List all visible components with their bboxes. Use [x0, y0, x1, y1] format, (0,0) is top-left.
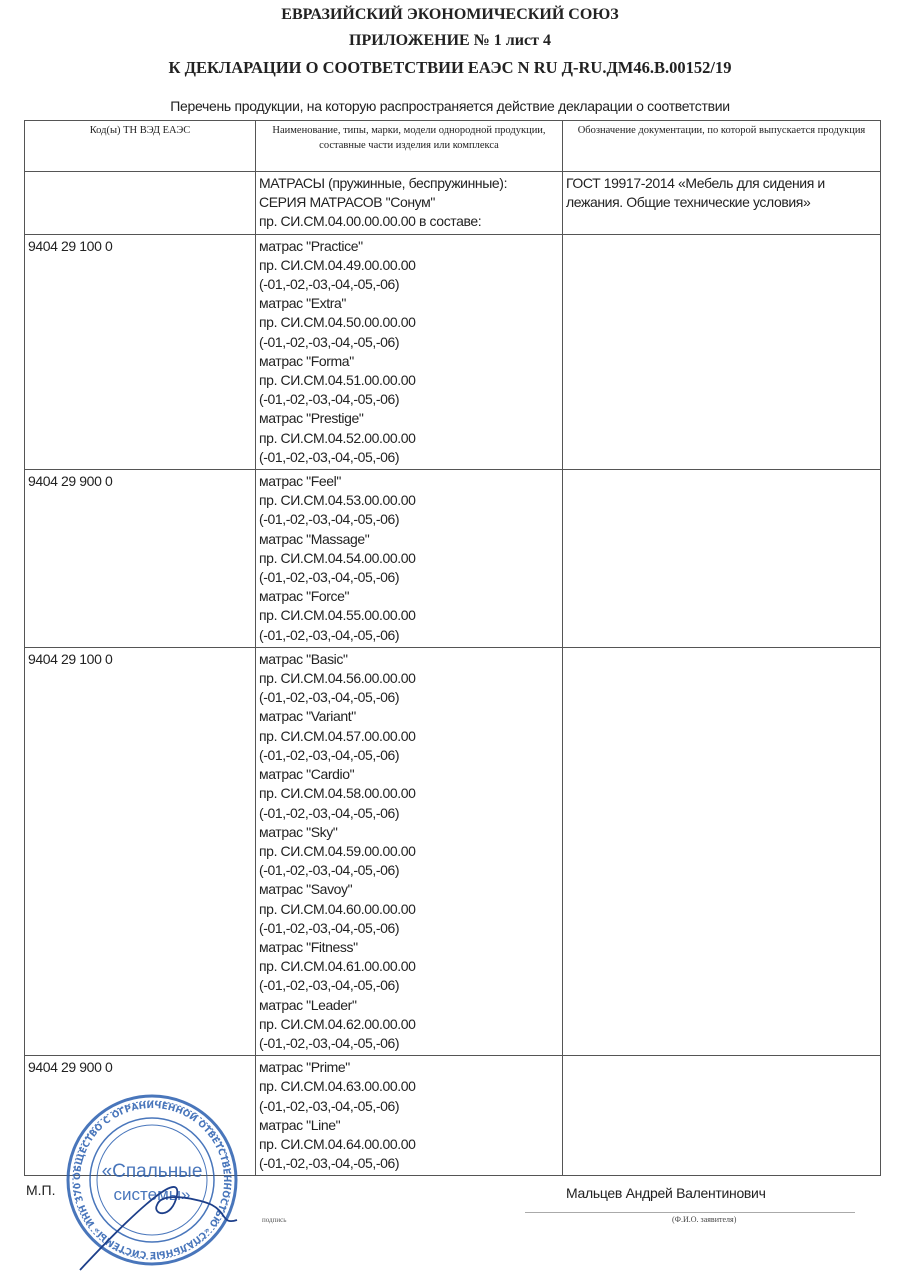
product-line: матрас "Prestige": [259, 410, 364, 427]
product-line: пр. СИ.СМ.04.00.00.00.00 в составе:: [259, 213, 482, 230]
table-row: 9404 29 900 0 матрас "Feel" пр. СИ.СМ.04.5…: [24, 469, 881, 648]
product-line: (-01,-02,-03,-04,-05,-06): [259, 862, 400, 879]
product-line: матрас "Basic": [259, 650, 348, 667]
header-appendix: ПРИЛОЖЕНИЕ № 1 лист 4: [349, 32, 551, 49]
standard-cell: [562, 233, 881, 471]
product-line: (-01,-02,-03,-04,-05,-06): [259, 1034, 400, 1051]
product-line: пр. СИ.СМ.04.51.00.00.00: [259, 372, 416, 389]
standard-cell: [562, 469, 881, 648]
product-line: (-01,-02,-03,-04,-05,-06): [259, 511, 400, 528]
product-cell: матрас "Prime" пр. СИ.СМ.04.63.00.00.00 (-…: [255, 1055, 563, 1177]
product-line: матрас "Feel": [259, 473, 341, 490]
table-row: МАТРАСЫ (пружинные, беспружинные): СЕРИЯ …: [24, 171, 881, 235]
product-line: матрас "Massage": [259, 530, 370, 547]
product-cell: матрас "Feel" пр. СИ.СМ.04.53.00.00.00 (-0…: [255, 469, 563, 648]
standard-line: лежания. Общие технические условия»: [566, 194, 811, 211]
table-header-row: Код(ы) ТН ВЭД ЕАЭС Наименование, типы, м…: [24, 120, 881, 172]
product-line: (-01,-02,-03,-04,-05,-06): [259, 689, 400, 706]
applicant-name: Мальцев Андрей Валентинович: [566, 1185, 766, 1201]
product-line: пр. СИ.СМ.04.50.00.00.00: [259, 314, 416, 331]
product-line: матрас "Prime": [259, 1059, 350, 1076]
product-line: пр. СИ.СМ.04.63.00.00.00: [259, 1078, 416, 1095]
product-line: (-01,-02,-03,-04,-05,-06): [259, 276, 400, 293]
product-line: матрас "Sky": [259, 823, 338, 840]
signature-caption: подпись: [262, 1216, 287, 1224]
list-subtitle: Перечень продукции, на которую распростр…: [170, 98, 730, 114]
applicant-caption: (Ф.И.О. заявителя): [672, 1215, 737, 1224]
product-line: (-01,-02,-03,-04,-05,-06): [259, 333, 400, 350]
product-line: (-01,-02,-03,-04,-05,-06): [259, 1155, 400, 1172]
header-declaration: К ДЕКЛАРАЦИИ О СООТВЕТСТВИИ ЕАЭС N RU Д-…: [168, 58, 732, 77]
hs-code: 9404 29 100 0: [24, 646, 256, 1057]
table-row: 9404 29 900 0 матрас "Prime" пр. СИ.СМ.04.…: [24, 1055, 881, 1177]
hs-code: 9404 29 900 0: [24, 1055, 256, 1177]
table-row: 9404 29 100 0 матрас "Basic" пр. СИ.СМ.04.…: [24, 646, 881, 1057]
product-line: матрас "Fitness": [259, 938, 358, 955]
product-line: МАТРАСЫ (пружинные, беспружинные):: [259, 175, 508, 191]
product-line: матрас "Extra": [259, 295, 346, 312]
standard-line: ГОСТ 19917-2014 «Мебель для сидения и: [566, 175, 825, 191]
product-line: пр. СИ.СМ.04.54.00.00.00: [259, 549, 416, 566]
svg-text:«Спальные: «Спальные: [102, 1161, 203, 1182]
product-line: пр. СИ.СМ.04.52.00.00.00: [259, 429, 416, 446]
header-union: ЕВРАЗИЙСКИЙ ЭКОНОМИЧЕСКИЙ СОЮЗ: [281, 6, 619, 23]
product-line: пр. СИ.СМ.04.56.00.00.00: [259, 670, 416, 687]
product-line: (-01,-02,-03,-04,-05,-06): [259, 919, 400, 936]
standard-cell: [562, 646, 881, 1057]
product-line: СЕРИЯ МАТРАСОВ "Сонум": [259, 194, 435, 211]
product-line: пр. СИ.СМ.04.64.00.00.00: [259, 1135, 416, 1152]
column-header-code: Код(ы) ТН ВЭД ЕАЭС: [24, 120, 256, 172]
product-cell: матрас "Basic" пр. СИ.СМ.04.56.00.00.00 (-…: [255, 646, 563, 1057]
svg-text:системы»: системы»: [114, 1185, 191, 1204]
product-line: (-01,-02,-03,-04,-05,-06): [259, 804, 400, 821]
product-line: пр. СИ.СМ.04.60.00.00.00: [259, 900, 416, 917]
product-line: пр. СИ.СМ.04.62.00.00.00: [259, 1015, 416, 1032]
seal-place-label: М.П.: [26, 1182, 56, 1198]
company-stamp-icon: ОБЩЕСТВО С ОГРАНИЧЕННОЙ ОТВЕТСТВЕННОСТЬЮ…: [62, 1085, 238, 1271]
standard-cell: ГОСТ 19917-2014 «Мебель для сидения и леж…: [562, 171, 881, 235]
product-line: матрас "Practice": [259, 237, 363, 254]
product-line: матрас "Cardio": [259, 766, 355, 783]
hs-code: 9404 29 900 0: [24, 469, 256, 648]
product-line: (-01,-02,-03,-04,-05,-06): [259, 391, 400, 408]
applicant-line: [525, 1212, 855, 1213]
product-line: матрас "Savoy": [259, 881, 353, 898]
product-line: (-01,-02,-03,-04,-05,-06): [259, 569, 400, 586]
product-line: пр. СИ.СМ.04.57.00.00.00: [259, 727, 416, 744]
hs-code: [24, 171, 256, 235]
product-line: матрас "Forma": [259, 352, 354, 369]
product-line: (-01,-02,-03,-04,-05,-06): [259, 448, 400, 465]
product-line: пр. СИ.СМ.04.55.00.00.00: [259, 607, 416, 624]
product-line: пр. СИ.СМ.04.53.00.00.00: [259, 492, 416, 509]
product-line: матрас "Force": [259, 588, 350, 605]
product-line: пр. СИ.СМ.04.49.00.00.00: [259, 256, 416, 273]
product-line: пр. СИ.СМ.04.61.00.00.00: [259, 958, 416, 975]
product-line: матрас "Leader": [259, 996, 357, 1013]
product-line: матрас "Variant": [259, 708, 356, 725]
column-header-doc: Обозначение документации, по которой вып…: [562, 120, 881, 172]
product-line: (-01,-02,-03,-04,-05,-06): [259, 626, 400, 643]
hs-code: 9404 29 100 0: [24, 233, 256, 471]
product-line: (-01,-02,-03,-04,-05,-06): [259, 746, 400, 763]
table-row: 9404 29 100 0 матрас "Practice" пр. СИ.СМ.…: [24, 233, 881, 471]
product-line: (-01,-02,-03,-04,-05,-06): [259, 1097, 400, 1114]
standard-cell: [562, 1055, 881, 1177]
product-cell: матрас "Practice" пр. СИ.СМ.04.49.00.00.0…: [255, 233, 563, 471]
signature-scribble: [79, 1186, 238, 1271]
product-line: (-01,-02,-03,-04,-05,-06): [259, 977, 400, 994]
product-line: пр. СИ.СМ.04.59.00.00.00: [259, 842, 416, 859]
product-line: матрас "Line": [259, 1116, 341, 1133]
product-line: пр. СИ.СМ.04.58.00.00.00: [259, 785, 416, 802]
product-cell: МАТРАСЫ (пружинные, беспружинные): СЕРИЯ …: [255, 171, 563, 235]
column-header-name: Наименование, типы, марки, модели одноро…: [255, 120, 563, 172]
products-table: Код(ы) ТН ВЭД ЕАЭС Наименование, типы, м…: [24, 120, 881, 1177]
